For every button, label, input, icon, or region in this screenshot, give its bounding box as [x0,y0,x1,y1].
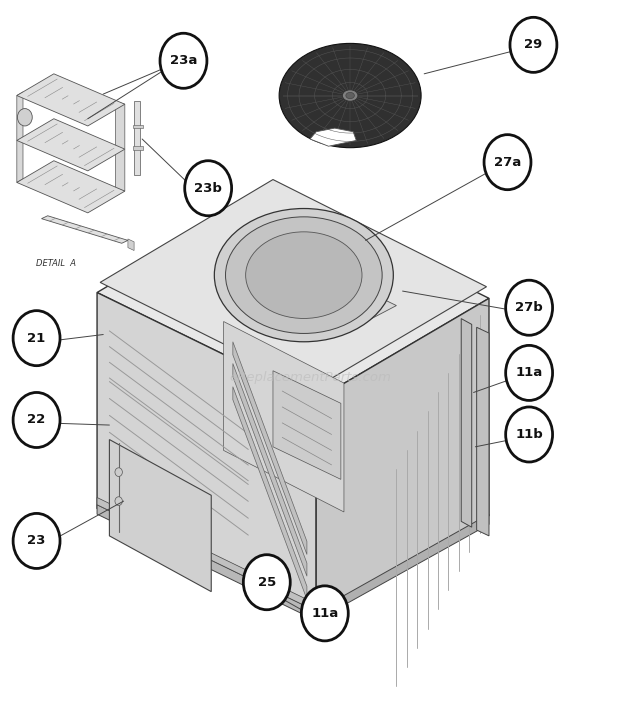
Polygon shape [233,387,307,599]
Text: 11a: 11a [515,366,542,379]
Circle shape [13,310,60,366]
Polygon shape [316,298,489,617]
Polygon shape [224,321,344,512]
Polygon shape [273,371,341,479]
Text: 29: 29 [525,39,542,52]
Polygon shape [310,128,356,146]
Circle shape [506,345,552,401]
Text: 23: 23 [27,534,46,547]
Polygon shape [97,497,316,611]
Polygon shape [100,180,487,389]
Polygon shape [128,239,134,251]
Ellipse shape [226,217,382,334]
Polygon shape [233,364,307,577]
Circle shape [301,586,348,641]
Ellipse shape [346,92,355,99]
Polygon shape [17,92,23,182]
Text: 25: 25 [258,576,276,589]
Polygon shape [42,216,128,244]
Circle shape [115,497,122,505]
Polygon shape [461,318,472,527]
Text: 22: 22 [27,414,46,427]
Polygon shape [316,514,489,621]
Polygon shape [477,327,489,536]
Text: DETAIL  A: DETAIL A [36,259,76,268]
Polygon shape [17,161,125,213]
Circle shape [484,134,531,190]
Text: eReplacementParts.com: eReplacementParts.com [229,371,391,385]
Polygon shape [115,101,125,191]
Polygon shape [17,119,125,171]
Ellipse shape [215,209,393,342]
Polygon shape [97,190,489,400]
Ellipse shape [279,44,421,148]
Circle shape [13,513,60,569]
Polygon shape [17,74,125,126]
Circle shape [185,161,232,216]
Polygon shape [97,505,316,621]
Circle shape [160,33,207,88]
Text: 27a: 27a [494,156,521,169]
Polygon shape [97,292,316,617]
Text: 23b: 23b [194,182,222,195]
Polygon shape [133,124,143,128]
Ellipse shape [246,232,362,318]
Text: 21: 21 [27,332,46,345]
Circle shape [115,467,122,476]
Text: 11a: 11a [311,607,339,620]
Circle shape [510,17,557,73]
Text: 27b: 27b [515,301,543,314]
Ellipse shape [342,90,358,101]
Circle shape [506,407,552,462]
Circle shape [243,555,290,610]
Polygon shape [134,101,140,175]
Polygon shape [233,342,307,555]
Polygon shape [109,440,211,592]
Polygon shape [218,244,396,333]
Text: 11b: 11b [515,428,543,441]
Circle shape [17,108,32,126]
Circle shape [506,280,552,335]
Polygon shape [133,146,143,150]
Circle shape [13,393,60,448]
Text: 23a: 23a [170,55,197,68]
